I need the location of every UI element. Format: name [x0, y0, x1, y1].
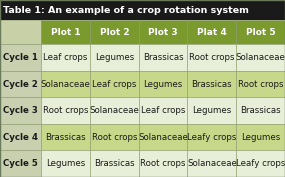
Bar — [41, 150, 90, 177]
Bar — [0, 44, 41, 71]
Text: Plot 1: Plot 1 — [51, 28, 80, 37]
Text: Solanaceae: Solanaceae — [187, 159, 237, 168]
Bar — [0, 124, 41, 150]
Text: Brassicas: Brassicas — [240, 106, 281, 115]
Bar — [41, 124, 90, 150]
Text: Leaf crops: Leaf crops — [92, 80, 137, 88]
Bar — [139, 150, 188, 177]
Text: Table 1: An example of a crop rotation system: Table 1: An example of a crop rotation s… — [3, 6, 249, 15]
Text: Leafy crops: Leafy crops — [236, 159, 285, 168]
Bar — [90, 150, 139, 177]
Text: Plot 5: Plot 5 — [246, 28, 275, 37]
Text: Root crops: Root crops — [238, 80, 283, 88]
Text: Plot 2: Plot 2 — [99, 28, 129, 37]
Bar — [90, 20, 139, 44]
Bar — [236, 150, 285, 177]
Bar — [90, 97, 139, 124]
Bar — [41, 20, 90, 44]
Bar — [41, 44, 90, 71]
Bar — [236, 20, 285, 44]
Bar — [236, 44, 285, 71]
Text: Root crops: Root crops — [140, 159, 186, 168]
Text: Brassicas: Brassicas — [45, 133, 86, 142]
Text: Legumes: Legumes — [95, 53, 134, 62]
Bar — [0, 0, 285, 20]
Text: Leaf crops: Leaf crops — [43, 53, 88, 62]
Bar — [139, 71, 188, 97]
Bar — [236, 97, 285, 124]
Bar — [0, 20, 41, 44]
Bar — [188, 97, 236, 124]
Bar — [0, 97, 41, 124]
Bar — [41, 97, 90, 124]
Bar — [139, 20, 188, 44]
Text: Solanaceae: Solanaceae — [138, 133, 188, 142]
Text: Legumes: Legumes — [143, 80, 183, 88]
Text: Cycle 5: Cycle 5 — [3, 159, 38, 168]
Bar — [90, 124, 139, 150]
Bar — [0, 71, 41, 97]
Bar — [236, 71, 285, 97]
Bar — [188, 44, 236, 71]
Text: Plot 3: Plot 3 — [148, 28, 178, 37]
Bar — [0, 150, 41, 177]
Text: Solanaceae: Solanaceae — [40, 80, 91, 88]
Text: Root crops: Root crops — [91, 133, 137, 142]
Text: Legumes: Legumes — [46, 159, 85, 168]
Text: Leaf crops: Leaf crops — [141, 106, 185, 115]
Text: Cycle 3: Cycle 3 — [3, 106, 38, 115]
Bar — [90, 44, 139, 71]
Text: Brassicas: Brassicas — [94, 159, 135, 168]
Text: Plat 4: Plat 4 — [197, 28, 227, 37]
Text: Solanaceae: Solanaceae — [89, 106, 139, 115]
Text: Root crops: Root crops — [43, 106, 88, 115]
Text: Brassicas: Brassicas — [143, 53, 183, 62]
Text: Solanaceae: Solanaceae — [236, 53, 285, 62]
Bar — [41, 71, 90, 97]
Bar — [188, 20, 236, 44]
Bar — [90, 71, 139, 97]
Bar — [139, 124, 188, 150]
Text: Root crops: Root crops — [189, 53, 235, 62]
Bar — [139, 44, 188, 71]
Text: Cycle 2: Cycle 2 — [3, 80, 38, 88]
Bar — [188, 150, 236, 177]
Text: Legumes: Legumes — [192, 106, 231, 115]
Text: Brassicas: Brassicas — [192, 80, 232, 88]
Bar — [188, 124, 236, 150]
Bar — [139, 97, 188, 124]
Text: Cycle 1: Cycle 1 — [3, 53, 38, 62]
Text: Cycle 4: Cycle 4 — [3, 133, 38, 142]
Text: Leafy crops: Leafy crops — [187, 133, 237, 142]
Bar — [236, 124, 285, 150]
Bar — [188, 71, 236, 97]
Text: Legumes: Legumes — [241, 133, 280, 142]
